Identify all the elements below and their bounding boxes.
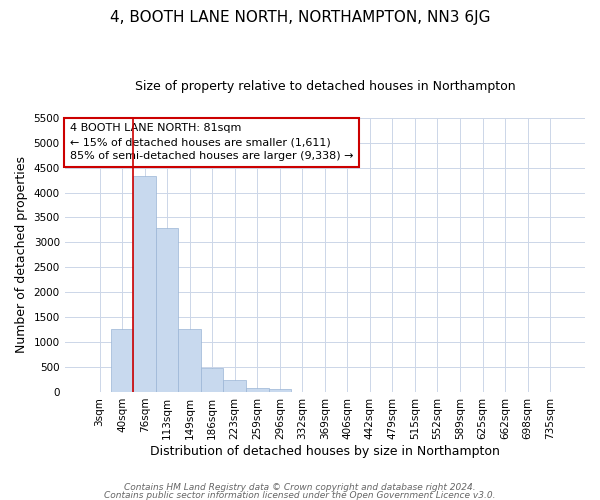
- Title: Size of property relative to detached houses in Northampton: Size of property relative to detached ho…: [134, 80, 515, 93]
- Text: Contains HM Land Registry data © Crown copyright and database right 2024.: Contains HM Land Registry data © Crown c…: [124, 484, 476, 492]
- Bar: [111, 328, 133, 392]
- Bar: [178, 328, 201, 392]
- Bar: [156, 228, 178, 392]
- Bar: [246, 388, 269, 392]
- Bar: [223, 380, 246, 392]
- Y-axis label: Number of detached properties: Number of detached properties: [15, 156, 28, 354]
- Text: 4, BOOTH LANE NORTH, NORTHAMPTON, NN3 6JG: 4, BOOTH LANE NORTH, NORTHAMPTON, NN3 6J…: [110, 10, 490, 25]
- Text: 4 BOOTH LANE NORTH: 81sqm
← 15% of detached houses are smaller (1,611)
85% of se: 4 BOOTH LANE NORTH: 81sqm ← 15% of detac…: [70, 124, 353, 162]
- Bar: [269, 390, 291, 392]
- X-axis label: Distribution of detached houses by size in Northampton: Distribution of detached houses by size …: [150, 444, 500, 458]
- Bar: [133, 176, 156, 392]
- Text: Contains public sector information licensed under the Open Government Licence v3: Contains public sector information licen…: [104, 490, 496, 500]
- Bar: [201, 368, 223, 392]
